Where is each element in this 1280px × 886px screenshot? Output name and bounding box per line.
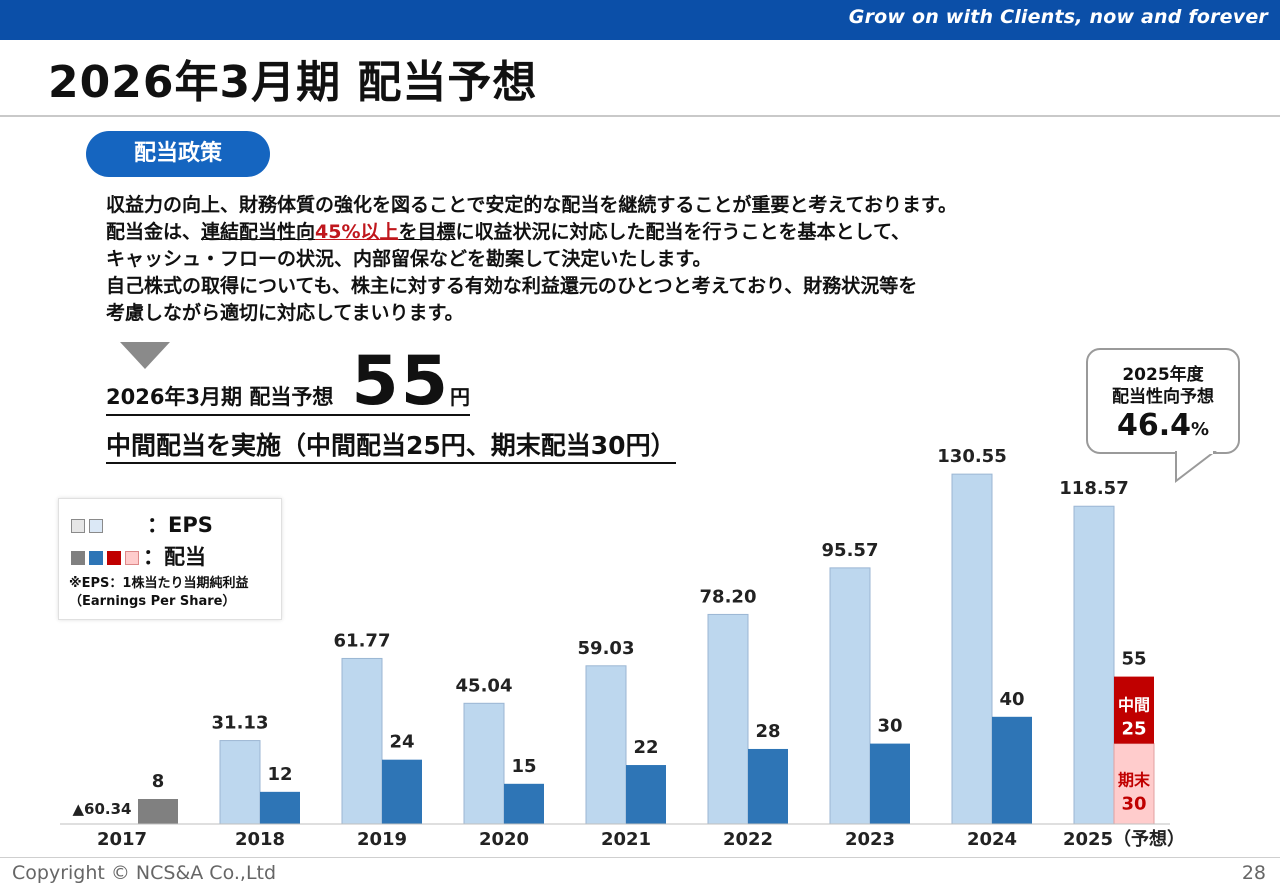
interim-value: 25 bbox=[1121, 719, 1146, 740]
x-tick-label-8: 2025（予想） bbox=[1063, 828, 1185, 850]
year-end-label: 期末 bbox=[1118, 771, 1151, 790]
legend-swatch-gray bbox=[71, 551, 85, 565]
forecast-label: 2026年3月期 配当予想 bbox=[106, 385, 334, 409]
dividend-bar-1 bbox=[260, 791, 300, 824]
eps-label-3: 45.04 bbox=[456, 675, 513, 696]
title-divider bbox=[0, 115, 1280, 117]
eps-bar-5 bbox=[707, 613, 749, 825]
page-title: 2026年3月期 配当予想 bbox=[48, 57, 538, 108]
legend-eps-label: ：EPS bbox=[147, 513, 213, 537]
policy-line-2-pre: 配当金は、 bbox=[106, 221, 202, 243]
callout-label: 配当性向予想 bbox=[1112, 387, 1214, 407]
callout-value-wrap: 46.4% bbox=[1088, 408, 1238, 448]
policy-line-2: 配当金は、連結配当性向45%以上を目標に収益状況に対応した配当を行うことを基本と… bbox=[106, 219, 1146, 246]
eps-bar-7 bbox=[951, 473, 993, 825]
forecast-unit: 円 bbox=[450, 385, 471, 409]
eps-bar-2 bbox=[341, 657, 383, 825]
footer-divider bbox=[0, 857, 1280, 858]
callout-tail bbox=[1175, 451, 1217, 484]
callout-unit: % bbox=[1190, 419, 1210, 440]
eps-label-6: 95.57 bbox=[822, 540, 879, 561]
eps-bar-1 bbox=[219, 740, 261, 825]
callout-value: 46.4 bbox=[1116, 408, 1191, 443]
policy-line-2-post: に収益状況に対応した配当を行うことを基本として、 bbox=[455, 221, 911, 243]
dividend-label-0: 8 bbox=[152, 771, 165, 792]
policy-line-5: 考慮しながら適切に対応してまいります。 bbox=[106, 302, 464, 324]
x-tick-label-7: 2024 bbox=[967, 829, 1017, 850]
x-tick-label-3: 2020 bbox=[479, 829, 529, 850]
policy-line-4: 自己株式の取得についても、株主に対する有効な利益還元のひとつと考えており、財務状… bbox=[106, 275, 918, 297]
dividend-bar-6 bbox=[870, 743, 910, 824]
interim-label: 中間 bbox=[1118, 696, 1150, 715]
chart-legend: ：EPS ：配当 ※EPS：1株当たり当期純利益 （Earnings Per S… bbox=[58, 498, 282, 620]
legend-dividend: ：配当 bbox=[71, 541, 206, 571]
eps-bar-6 bbox=[829, 567, 871, 825]
dividend-bar-interim bbox=[1114, 676, 1154, 744]
legend-note: ※EPS：1株当たり当期純利益 （Earnings Per Share） bbox=[69, 575, 248, 611]
callout-year: 2025年度 bbox=[1122, 365, 1204, 385]
x-tick-label-2: 2019 bbox=[357, 829, 407, 850]
policy-badge: 配当政策 bbox=[86, 131, 270, 177]
dividend-bar-2 bbox=[382, 759, 422, 824]
dividend-bar-3 bbox=[504, 783, 544, 824]
policy-text: 収益力の向上、財務体質の強化を図ることで安定的な配当を継続することが重要と考えて… bbox=[106, 192, 1146, 327]
legend-dividend-label: ：配当 bbox=[143, 545, 206, 569]
legend-swatch-blue-light bbox=[89, 519, 103, 533]
interim-dividend-note: 中間配当を実施（中間配当25円、期末配当30円） bbox=[106, 426, 676, 464]
year-end-value: 30 bbox=[1121, 794, 1146, 815]
x-tick-label-4: 2021 bbox=[601, 829, 651, 850]
policy-line-1: 収益力の向上、財務体質の強化を図ることで安定的な配当を継続することが重要と考えて… bbox=[106, 194, 958, 216]
legend-swatch-blue bbox=[89, 551, 103, 565]
legend-note-line-2: （Earnings Per Share） bbox=[69, 594, 236, 609]
x-tick-label-5: 2022 bbox=[723, 829, 773, 850]
x-tick-label-1: 2018 bbox=[235, 829, 285, 850]
dividend-label-6: 30 bbox=[877, 716, 902, 737]
eps-label-8: 118.57 bbox=[1059, 478, 1128, 499]
dividend-label-2: 24 bbox=[389, 732, 414, 753]
down-arrow-icon bbox=[120, 342, 170, 369]
legend-note-line-1: ※EPS：1株当たり当期純利益 bbox=[69, 576, 249, 591]
payout-target-value: 45%以上 bbox=[315, 221, 399, 243]
copyright: Copyright © NCS&A Co.,Ltd bbox=[12, 862, 277, 884]
payout-ratio-callout: 2025年度 配当性向予想 46.4% bbox=[1086, 348, 1240, 454]
eps-bar-8 bbox=[1073, 505, 1115, 825]
dividend-label-1: 12 bbox=[267, 764, 292, 785]
eps-bar-4 bbox=[585, 665, 627, 825]
x-tick-label-0: 2017 bbox=[97, 829, 147, 850]
eps-label-0: ▲60.34 bbox=[73, 800, 132, 818]
slogan: Grow on with Clients, now and forever bbox=[848, 6, 1268, 28]
legend-eps: ：EPS bbox=[71, 509, 213, 539]
dividend-label-4: 22 bbox=[633, 737, 658, 758]
legend-swatch-red bbox=[107, 551, 121, 565]
dividend-label-3: 15 bbox=[511, 756, 536, 777]
top-banner: Grow on with Clients, now and forever bbox=[0, 0, 1280, 40]
forecast-value: 55 bbox=[351, 342, 451, 421]
payout-target-label: 連結配当性向 bbox=[201, 221, 316, 243]
eps-label-7: 130.55 bbox=[937, 446, 1006, 467]
eps-label-1: 31.13 bbox=[212, 713, 269, 734]
dividend-label-8: 55 bbox=[1121, 649, 1146, 670]
dividend-label-7: 40 bbox=[999, 689, 1024, 710]
eps-label-2: 61.77 bbox=[334, 630, 391, 651]
eps-label-5: 78.20 bbox=[700, 586, 757, 607]
page-number: 28 bbox=[1241, 862, 1266, 884]
x-tick-label-6: 2023 bbox=[845, 829, 895, 850]
dividend-forecast: 2026年3月期 配当予想 55円 bbox=[106, 348, 471, 416]
legend-swatch-pink bbox=[125, 551, 139, 565]
policy-line-3: キャッシュ・フローの状況、内部留保などを勘案して決定いたします。 bbox=[106, 248, 712, 270]
eps-bar-3 bbox=[463, 702, 505, 825]
dividend-label-5: 28 bbox=[755, 721, 780, 742]
dividend-bar-4 bbox=[626, 765, 666, 824]
dividend-bar-5 bbox=[748, 748, 788, 824]
payout-target-suffix: を目標 bbox=[398, 221, 456, 243]
dividend-bar-0 bbox=[138, 799, 178, 824]
dividend-bar-7 bbox=[992, 716, 1032, 824]
legend-swatch-gray-light bbox=[71, 519, 85, 533]
eps-label-4: 59.03 bbox=[578, 638, 635, 659]
